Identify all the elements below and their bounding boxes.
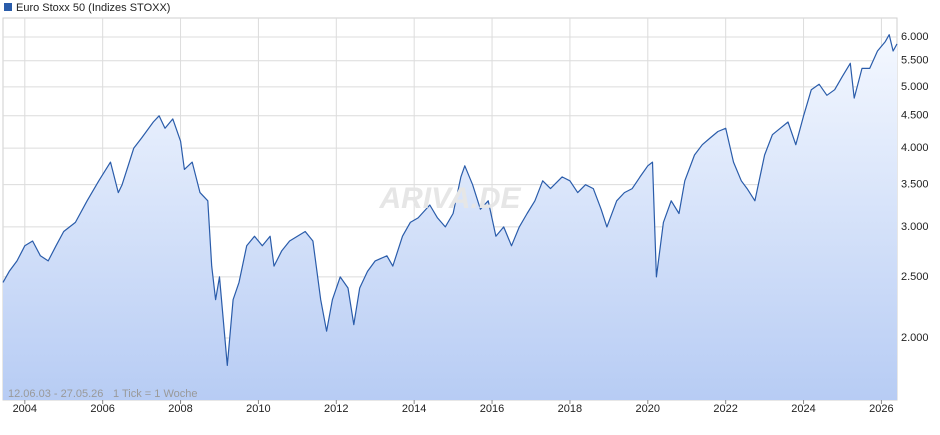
y-tick-label: 2.000 <box>901 332 929 344</box>
y-tick-label: 3.000 <box>901 221 929 233</box>
watermark: ARIVA.DE <box>378 182 521 215</box>
y-tick-label: 4.000 <box>901 142 929 154</box>
area-fill <box>3 34 897 400</box>
x-tick-label: 2014 <box>402 403 426 415</box>
y-tick-label: 4.500 <box>901 110 929 122</box>
date-range: 12.06.03 - 27.05.26 <box>8 388 103 400</box>
x-tick-label: 2026 <box>869 403 893 415</box>
tick-note: 1 Tick = 1 Woche <box>113 388 197 400</box>
legend-swatch <box>4 3 12 11</box>
x-tick-label: 2018 <box>558 403 582 415</box>
x-tick-label: 2006 <box>90 403 114 415</box>
x-tick-label: 2016 <box>480 403 504 415</box>
x-tick-label: 2004 <box>13 403 37 415</box>
x-tick-label: 2024 <box>791 403 815 415</box>
y-tick-label: 3.500 <box>901 179 929 191</box>
x-tick-label: 2008 <box>168 403 192 415</box>
y-tick-label: 5.000 <box>901 81 929 93</box>
x-tick-label: 2010 <box>246 403 270 415</box>
price-line <box>2 34 898 366</box>
x-tick-label: 2022 <box>713 403 737 415</box>
legend-label: Euro Stoxx 50 (Indizes STOXX) <box>16 2 170 14</box>
x-tick-label: 2020 <box>636 403 660 415</box>
y-tick-label: 5.500 <box>901 55 929 67</box>
y-tick-label: 2.500 <box>901 271 929 283</box>
x-tick-label: 2012 <box>324 403 348 415</box>
y-tick-label: 6.000 <box>901 31 929 43</box>
